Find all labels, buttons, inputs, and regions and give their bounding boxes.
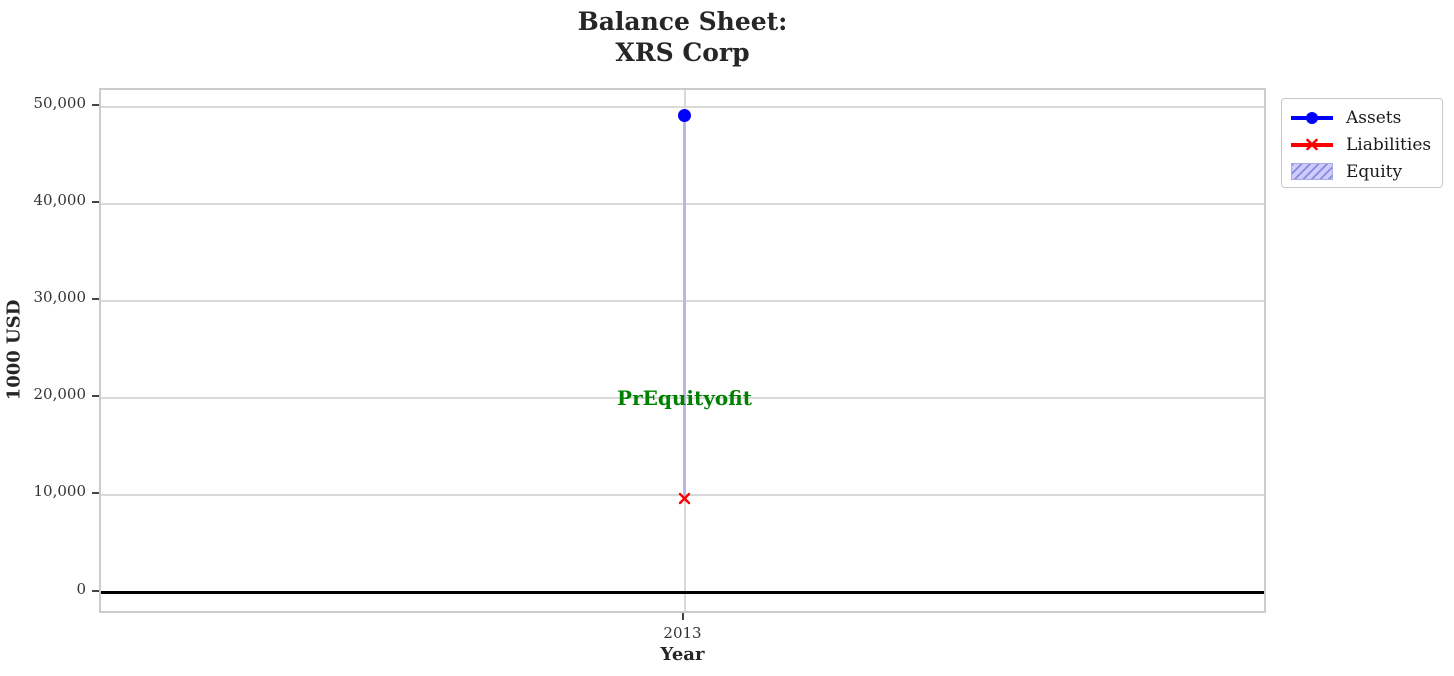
y-tick-label: 40,000 [33, 190, 87, 209]
y-tick-mark [92, 200, 99, 203]
y-tick-label: 50,000 [33, 93, 87, 112]
y-gridline [101, 299, 1264, 302]
liabilities-line-marker-icon [1291, 136, 1333, 153]
x-tick-mark [681, 613, 684, 620]
x-axis-label: Year [660, 644, 705, 665]
x-tick-label: 2013 [663, 624, 702, 642]
legend-item-equity: Equity [1291, 158, 1442, 185]
y-tick-mark [92, 589, 99, 592]
legend-label-assets: Assets [1346, 107, 1402, 128]
chart-title-line2: XRS Corp [615, 38, 750, 67]
y-tick-label: 20,000 [33, 385, 87, 404]
y-tick-label: 0 [76, 579, 86, 598]
y-tick-mark [92, 297, 99, 300]
liabilities-point-marker [678, 490, 691, 509]
equity-hatch-patch-icon [1291, 163, 1333, 180]
legend: Assets Liabilities Equity [1281, 98, 1443, 188]
legend-item-liabilities: Liabilities [1291, 131, 1442, 158]
y-tick-label: 30,000 [33, 287, 87, 306]
equity-bar [683, 115, 686, 497]
y-tick-mark [92, 492, 99, 495]
equity-annotation-text: PrEquityofit [617, 386, 752, 411]
legend-label-liabilities: Liabilities [1346, 134, 1432, 155]
assets-line-marker-icon [1291, 109, 1333, 126]
y-gridline [101, 202, 1264, 205]
chart-title: Balance Sheet: XRS Corp [99, 6, 1266, 68]
y-tick-mark [92, 395, 99, 398]
zero-line [101, 591, 1264, 595]
y-gridline [101, 105, 1264, 108]
assets-point-marker [678, 108, 691, 122]
y-gridline [101, 397, 1264, 400]
y-tick-mark [92, 103, 99, 106]
y-tick-label: 10,000 [33, 482, 87, 501]
chart-title-line1: Balance Sheet: [577, 7, 788, 36]
plot-area: PrEquityofit [99, 88, 1266, 613]
legend-label-equity: Equity [1346, 161, 1403, 182]
legend-item-assets: Assets [1291, 104, 1442, 131]
